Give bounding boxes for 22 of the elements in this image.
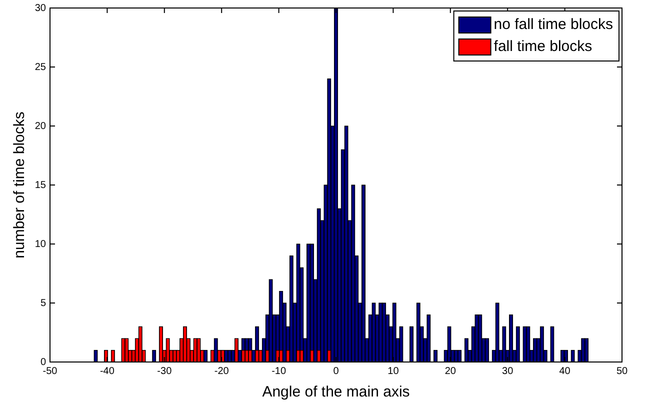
y-tick-label: 30 [34,2,46,14]
x-tick-label: 50 [616,366,628,377]
x-tick-label: -50 [42,366,58,377]
x-tick-label: 40 [559,366,571,377]
x-tick-label: 30 [502,366,514,377]
y-tick-label: 25 [34,62,46,73]
y-tick-label: 10 [34,238,46,250]
x-tick-label: -10 [272,366,286,377]
x-tick-label: -20 [214,366,230,377]
y-tick-label: 5 [40,298,46,309]
x-tick-label: 20 [444,366,456,377]
legend-label: fall time blocks [494,38,592,56]
y-tick-label: 20 [34,120,46,132]
legend-label: no fall time blocks [494,16,613,34]
y-tick-label: 0 [40,356,46,368]
x-axis-title: Angle of the main axis [262,384,410,401]
x-tick-label: -40 [100,366,115,377]
x-tick-label: -30 [157,366,172,377]
y-axis-title: number of time blocks [11,112,28,258]
y-tick-label: 15 [34,180,46,191]
x-tick-label: 0 [333,366,340,377]
x-tick-label: 10 [388,366,400,377]
